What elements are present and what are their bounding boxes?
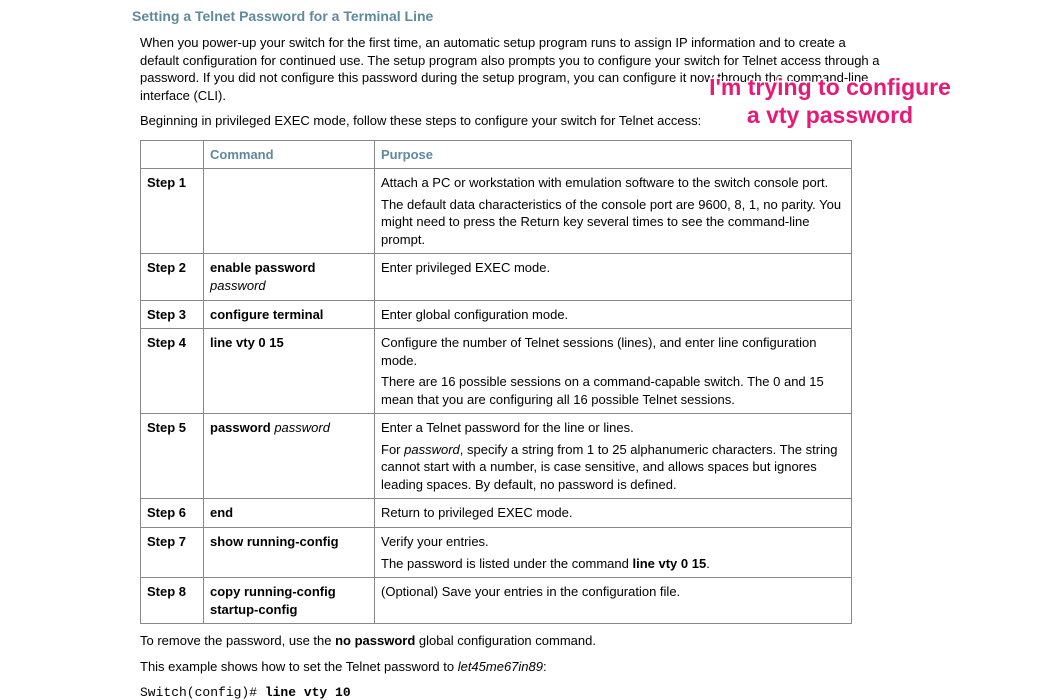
step-label: Step 8 [141, 578, 204, 624]
step-command: show running-config [204, 528, 375, 578]
step-label: Step 6 [141, 499, 204, 528]
step-command: end [204, 499, 375, 528]
steps-table: Command Purpose Step 1 Attach a PC or wor… [140, 140, 852, 624]
page-content: Setting a Telnet Password for a Terminal… [0, 0, 880, 700]
section-title: Setting a Telnet Password for a Terminal… [132, 8, 880, 24]
table-row: Step 8copy running-config startup-config… [141, 578, 852, 624]
step-label: Step 1 [141, 169, 204, 254]
cli-example: Switch(config)# line vty 10 [140, 685, 880, 700]
step-command: line vty 0 15 [204, 329, 375, 414]
step-purpose: Attach a PC or workstation with emulatio… [375, 169, 852, 254]
step-purpose: Return to privileged EXEC mode. [375, 499, 852, 528]
step-purpose: Enter privileged EXEC mode. [375, 254, 852, 300]
intro-paragraph-1: When you power-up your switch for the fi… [140, 34, 880, 104]
step-purpose: Configure the number of Telnet sessions … [375, 329, 852, 414]
table-row: Step 5password passwordEnter a Telnet pa… [141, 414, 852, 499]
step-purpose: Verify your entries.The password is list… [375, 528, 852, 578]
step-label: Step 2 [141, 254, 204, 300]
footnote-remove: To remove the password, use the no passw… [140, 632, 880, 650]
table-row: Step 3configure terminalEnter global con… [141, 300, 852, 329]
intro-paragraph-2: Beginning in privileged EXEC mode, follo… [140, 112, 880, 130]
step-purpose: Enter global configuration mode. [375, 300, 852, 329]
table-row: Step 6endReturn to privileged EXEC mode. [141, 499, 852, 528]
table-row: Step 4line vty 0 15Configure the number … [141, 329, 852, 414]
step-label: Step 3 [141, 300, 204, 329]
step-label: Step 7 [141, 528, 204, 578]
header-purpose: Purpose [375, 140, 852, 169]
header-blank [141, 140, 204, 169]
step-purpose: Enter a Telnet password for the line or … [375, 414, 852, 499]
cli-prompt: Switch(config)# [140, 685, 265, 700]
step-command: password password [204, 414, 375, 499]
table-body: Step 1 Attach a PC or workstation with em… [141, 169, 852, 624]
table-row: Step 1 Attach a PC or workstation with em… [141, 169, 852, 254]
step-command [204, 169, 375, 254]
step-command: configure terminal [204, 300, 375, 329]
table-header-row: Command Purpose [141, 140, 852, 169]
footnote-example: This example shows how to set the Telnet… [140, 658, 880, 676]
step-label: Step 5 [141, 414, 204, 499]
step-command: enable password password [204, 254, 375, 300]
step-command: copy running-config startup-config [204, 578, 375, 624]
step-purpose: (Optional) Save your entries in the conf… [375, 578, 852, 624]
cli-command: line vty 10 [265, 685, 351, 700]
table-row: Step 2enable password passwordEnter priv… [141, 254, 852, 300]
step-label: Step 4 [141, 329, 204, 414]
table-row: Step 7show running-configVerify your ent… [141, 528, 852, 578]
header-command: Command [204, 140, 375, 169]
